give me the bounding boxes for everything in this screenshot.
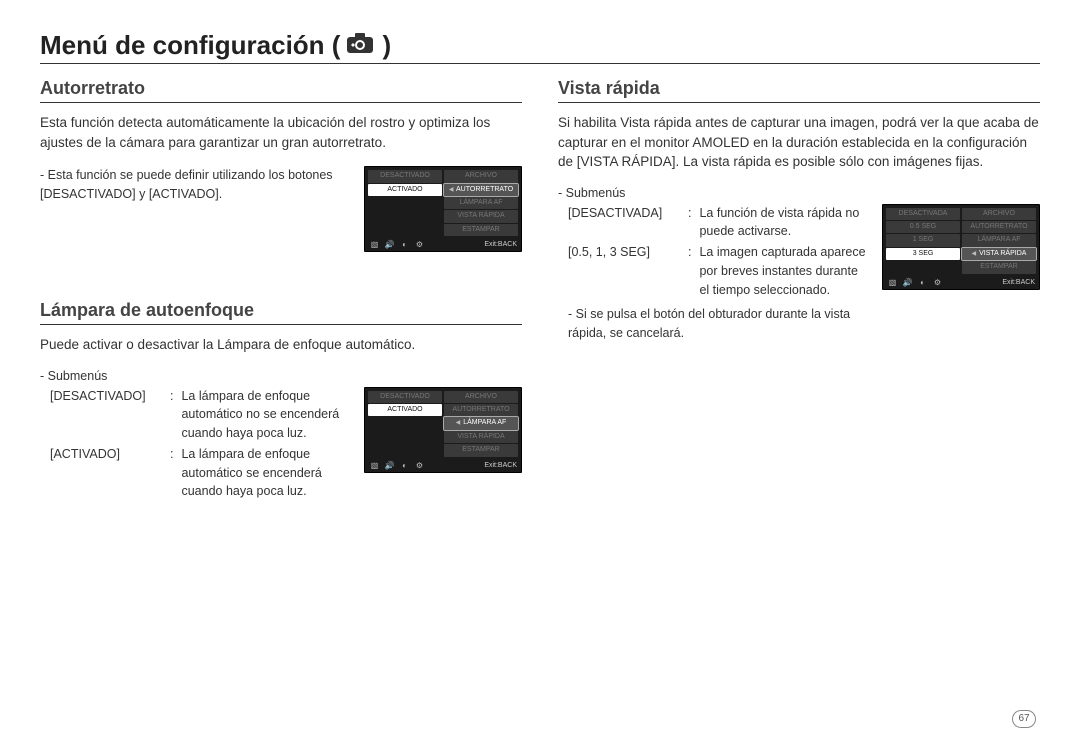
subrow-lampara: [DESACTIVADO] : La lámpara de enfoque au…	[40, 387, 522, 504]
menu-lampara: DESACTIVADO ACTIVADO . . . ARCHIVO AUTOR…	[368, 391, 518, 457]
menu-item: VISTA RÁPIDA	[444, 431, 518, 443]
camera-icon	[346, 32, 374, 59]
screen-autorretrato: DESACTIVADO ACTIVADO . . . ARCHIVO ◀ AUT…	[364, 166, 522, 252]
menu-item: DESACTIVADA	[886, 208, 960, 220]
menu-item: VISTA RÁPIDA	[444, 210, 518, 222]
menu-item: AUTORRETRATO	[962, 221, 1036, 233]
footer-icon: ⚙	[414, 461, 425, 470]
table-row: [ACTIVADO] : La lámpara de enfoque autom…	[50, 445, 352, 501]
page-number: 67	[1012, 710, 1036, 728]
heading-lampara: Lámpara de autoenfoque	[40, 300, 522, 325]
menu-item: ARCHIVO	[962, 208, 1036, 220]
footer-icon: ◐	[399, 461, 410, 470]
table-row: [DESACTIVADA] : La función de vista rápi…	[568, 204, 870, 242]
submenus-label-vista: - Submenús	[558, 186, 1040, 200]
content-columns: Autorretrato Esta función detecta automá…	[40, 78, 1040, 543]
screen-footer: ▧ 🔊 ◐ ⚙ Exit:BACK	[368, 460, 518, 470]
subrow-vista: [DESACTIVADA] : La función de vista rápi…	[558, 204, 1040, 343]
screen-vista: DESACTIVADA 0.5 SEG 1 SEG 3 SEG . ARCHIV…	[882, 204, 1040, 290]
menu-item: DESACTIVADO	[368, 391, 442, 403]
menu-item-highlight: ◀ VISTA RÁPIDA	[962, 248, 1036, 260]
desc-vista: Si habilita Vista rápida antes de captur…	[558, 113, 1040, 172]
menu-item-highlight: ◀ AUTORRETRATO	[444, 184, 518, 196]
footer-icon: ⚙	[932, 278, 943, 287]
page-title-row: Menú de configuración ( )	[40, 30, 1040, 64]
desc-lampara: Puede activar o desactivar la Lámpara de…	[40, 335, 522, 355]
menu-item: ARCHIVO	[444, 170, 518, 182]
screen-footer: ▧ 🔊 ◐ ⚙ Exit:BACK	[368, 239, 518, 249]
footer-icon: ◐	[917, 278, 928, 287]
footer-icon: 🔊	[902, 278, 913, 287]
footer-icon: ⚙	[414, 240, 425, 249]
subrow-autorretrato: - Esta función se puede definir utilizan…	[40, 166, 522, 252]
menu-item: AUTORRETRATO	[444, 404, 518, 416]
section-autorretrato: Autorretrato Esta función detecta automá…	[40, 78, 522, 252]
menu-vista: DESACTIVADA 0.5 SEG 1 SEG 3 SEG . ARCHIV…	[886, 208, 1036, 274]
page-title-suffix: )	[382, 30, 391, 61]
after-note-vista: - Si se pulsa el botón del obturador dur…	[568, 305, 870, 343]
heading-vista: Vista rápida	[558, 78, 1040, 103]
menu-item: ESTAMPAR	[444, 444, 518, 456]
menu-item-highlight: ◀ LÁMPARA AF	[444, 417, 518, 429]
right-column: Vista rápida Si habilita Vista rápida an…	[558, 78, 1040, 543]
footer-icon: ▧	[887, 278, 898, 287]
menu-item: ESTAMPAR	[962, 261, 1036, 273]
menu-item: ARCHIVO	[444, 391, 518, 403]
menu-item: LÁMPARA AF	[444, 197, 518, 209]
heading-autorretrato: Autorretrato	[40, 78, 522, 103]
table-row: [DESACTIVADO] : La lámpara de enfoque au…	[50, 387, 352, 443]
defs-vista: [DESACTIVADA] : La función de vista rápi…	[568, 204, 870, 343]
desc-autorretrato: Esta función detecta automáticamente la …	[40, 113, 522, 152]
menu-item-selected: 3 SEG	[886, 248, 960, 260]
note-autorretrato: - Esta función se puede definir utilizan…	[40, 166, 352, 204]
footer-icon: 🔊	[384, 461, 395, 470]
footer-icon: ◐	[399, 240, 410, 249]
menu-item: 0.5 SEG	[886, 221, 960, 233]
screen-footer: ▧ 🔊 ◐ ⚙ Exit:BACK	[886, 277, 1036, 287]
footer-icon: ▧	[369, 461, 380, 470]
footer-icon: 🔊	[384, 240, 395, 249]
submenus-label-lampara: - Submenús	[40, 369, 522, 383]
menu-item-selected: ACTIVADO	[368, 404, 442, 416]
menu-item: ESTAMPAR	[444, 224, 518, 236]
menu-item: DESACTIVADO	[368, 170, 442, 182]
footer-icon: ▧	[369, 240, 380, 249]
menu-item: 1 SEG	[886, 234, 960, 246]
section-vista: Vista rápida Si habilita Vista rápida an…	[558, 78, 1040, 343]
table-row: [0.5, 1, 3 SEG] : La imagen capturada ap…	[568, 243, 870, 299]
section-lampara: Lámpara de autoenfoque Puede activar o d…	[40, 300, 522, 503]
menu-item: LÁMPARA AF	[962, 234, 1036, 246]
exit-label: Exit:BACK	[1002, 279, 1035, 286]
defs-lampara: [DESACTIVADO] : La lámpara de enfoque au…	[50, 387, 352, 504]
menu-item-selected: ACTIVADO	[368, 184, 442, 196]
exit-label: Exit:BACK	[484, 462, 517, 469]
left-column: Autorretrato Esta función detecta automá…	[40, 78, 522, 543]
menu-autorretrato: DESACTIVADO ACTIVADO . . . ARCHIVO ◀ AUT…	[368, 170, 518, 236]
screen-lampara: DESACTIVADO ACTIVADO . . . ARCHIVO AUTOR…	[364, 387, 522, 473]
manual-page: Menú de configuración ( ) Autorretrato E…	[0, 0, 1080, 746]
page-title-prefix: Menú de configuración (	[40, 30, 340, 61]
exit-label: Exit:BACK	[484, 241, 517, 248]
